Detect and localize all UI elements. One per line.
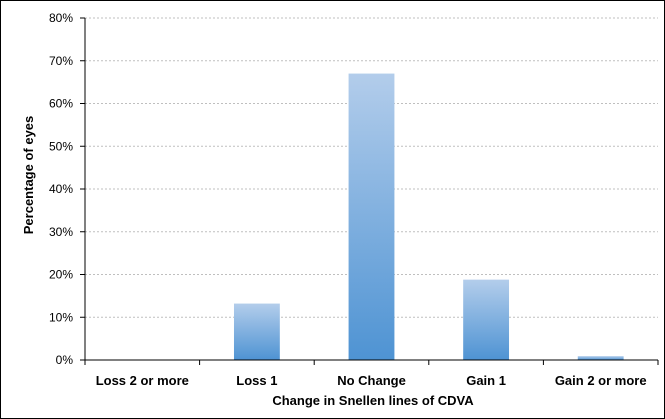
y-tick-label: 40%: [49, 182, 73, 196]
x-tick-label: No Change: [337, 373, 406, 388]
bar: [233, 303, 280, 360]
x-axis-title: Change in Snellen lines of CDVA: [272, 393, 474, 408]
gridlines: [85, 17, 658, 318]
y-tick-label: 20%: [49, 268, 73, 282]
y-tick-label: 60%: [49, 97, 73, 111]
y-tick-label: 10%: [49, 310, 73, 324]
bar: [463, 279, 510, 360]
bar: [348, 73, 395, 360]
x-tick-label: Gain 2 or more: [555, 373, 647, 388]
y-tick-label: 80%: [49, 11, 73, 25]
x-tick-label: Gain 1: [466, 373, 506, 388]
y-tick-label: 30%: [49, 225, 73, 239]
y-tick-label: 70%: [49, 54, 73, 68]
axes: [80, 17, 659, 365]
bars: [233, 73, 624, 360]
x-tick-label: Loss 1: [236, 373, 277, 388]
y-tick-label: 50%: [49, 139, 73, 153]
bar: [577, 356, 624, 360]
y-tick-label: 0%: [56, 353, 74, 367]
x-tick-label: Loss 2 or more: [96, 373, 189, 388]
y-axis-title: Percentage of eyes: [21, 116, 36, 235]
tick-labels: 0% 10% 20% 30% 40% 50% 60% 70% 80% Loss 2 or more…: [49, 11, 647, 388]
